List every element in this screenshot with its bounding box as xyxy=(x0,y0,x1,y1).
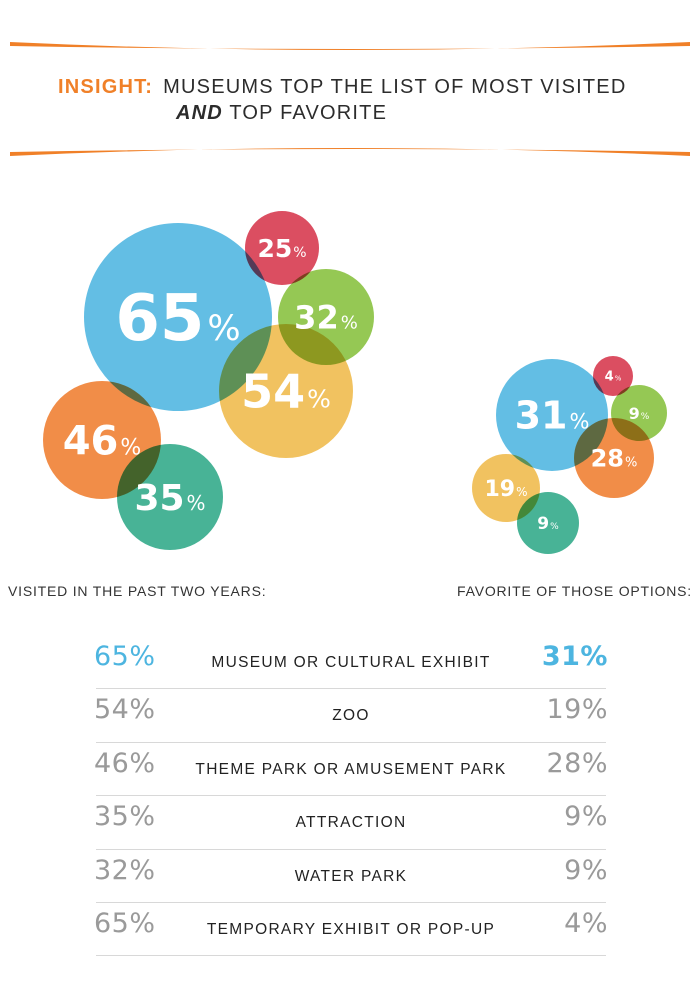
table-row: 46% THEME PARK OR AMUSEMENT PARK 28% xyxy=(92,743,610,797)
comparison-table: 65% MUSEUM OR CULTURAL EXHIBIT 31% 54% ZOO 19… xyxy=(92,636,610,957)
visited-bubble-chart: 65% 25% 32 % 54% 46% 35% xyxy=(43,211,374,550)
headline: INSIGHT: MUSEUMS TOP THE LIST OF MOST VIS… xyxy=(58,74,626,126)
table-row: 65% TEMPORARY EXHIBIT OR POP-UP 4% xyxy=(92,903,610,957)
table-row: 32% WATER PARK 9% xyxy=(92,850,610,903)
bubble-label: 32% xyxy=(294,299,358,337)
bubble-label: 65% xyxy=(115,282,240,356)
bubble-label: 9% xyxy=(537,514,559,534)
header-banner xyxy=(10,42,690,156)
table-row: 35% ATTRACTION 9% xyxy=(92,796,610,850)
bubble-teal xyxy=(117,444,223,550)
bubble-label: 54% xyxy=(241,365,331,419)
row-label: WATER PARK xyxy=(294,867,408,885)
visited-percent: 32% xyxy=(94,854,156,886)
visited-percent: 54% xyxy=(94,694,156,726)
visited-percent: 65% xyxy=(94,907,156,939)
row-label: ZOO xyxy=(332,707,370,725)
favorite-bubble-chart: 31% 4% 9% 28% 19% 9% xyxy=(472,356,667,554)
row-divider xyxy=(96,688,606,690)
bubble-charts: 65% 25% 32 % 54% 46% 35 % 31% 4% 9% 28% 19% 9% xyxy=(43,211,667,554)
row-label: MUSEUM OR CULTURAL EXHIBIT xyxy=(211,654,491,671)
row-label: TEMPORARY EXHIBIT OR POP-UP xyxy=(206,920,496,938)
favorite-percent: 4% xyxy=(564,907,608,939)
bubble-teal xyxy=(517,492,579,554)
row-divider xyxy=(96,795,606,797)
row-divider xyxy=(96,848,606,850)
table-row: 65% MUSEUM OR CULTURAL EXHIBIT 31% xyxy=(92,636,610,690)
favorite-percent: 19% xyxy=(546,694,608,726)
visited-percent: 46% xyxy=(94,747,156,779)
top-orange-swoosh xyxy=(10,42,690,50)
row-divider xyxy=(96,741,606,743)
visited-percent: 35% xyxy=(94,801,156,833)
bubble-label: 31% xyxy=(515,394,590,438)
row-label: THEME PARK OR AMUSEMENT PARK xyxy=(195,760,507,778)
visited-caption: VISITED IN THE PAST TWO YEARS: xyxy=(8,583,267,599)
table-row: 54% ZOO 19% xyxy=(92,689,610,743)
bottom-orange-swoosh xyxy=(10,148,690,156)
bubble-yellow xyxy=(219,324,353,458)
row-divider xyxy=(96,955,606,957)
headline-line1: MUSEUMS TOP THE LIST OF MOST VISITED xyxy=(163,76,627,98)
bubble-label: 28% xyxy=(591,445,638,473)
favorite-percent: 9% xyxy=(564,854,608,886)
row-label: ATTRACTION xyxy=(295,814,407,832)
bubble-label: 25% xyxy=(257,234,306,263)
headline-emphasis: AND xyxy=(176,102,223,124)
favorite-percent: 9% xyxy=(564,801,608,833)
bubble-label: 35% xyxy=(134,478,205,519)
bubble-red xyxy=(593,356,633,396)
favorite-percent: 28% xyxy=(546,747,608,779)
favorite-percent: 31% xyxy=(541,641,608,672)
visited-percent: 65% xyxy=(94,641,156,672)
bubble-red xyxy=(245,211,319,285)
bubble-label: 4% xyxy=(605,370,622,385)
favorite-caption: FAVORITE OF THOSE OPTIONS: xyxy=(457,583,692,599)
headline-line2-rest: TOP FAVORITE xyxy=(229,102,388,124)
bubble-orange xyxy=(574,418,654,498)
row-divider xyxy=(96,901,606,903)
headline-line2: AND TOP FAVORITE xyxy=(58,100,626,126)
bubble-label: 46% xyxy=(63,418,142,464)
bubble-label: 9% xyxy=(629,404,650,423)
bubble-label: 19% xyxy=(484,477,527,502)
insight-label: INSIGHT: xyxy=(58,76,154,98)
